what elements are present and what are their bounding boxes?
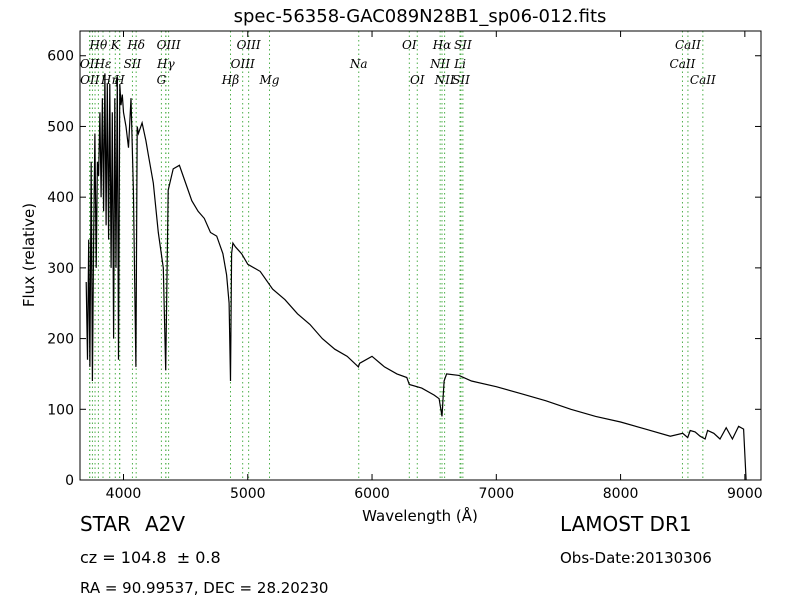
y-tick-label: 0: [65, 473, 74, 489]
line-label: NII: [429, 57, 450, 71]
line-label: OII: [80, 57, 100, 71]
line-label: NII: [434, 73, 455, 87]
x-tick-label: 5000: [230, 486, 266, 502]
line-label: SII: [452, 73, 470, 87]
line-label: CaII: [675, 38, 701, 52]
line-label: CaII: [670, 57, 696, 71]
x-tick-label: 7000: [478, 486, 514, 502]
line-label: CaII: [690, 73, 716, 87]
line-label: OI: [402, 38, 417, 52]
line-label: Hα: [432, 38, 452, 52]
y-tick-label: 400: [47, 190, 74, 206]
y-tick-label: 600: [47, 49, 74, 65]
y-tick-label: 200: [47, 332, 74, 348]
x-tick-label: 8000: [603, 486, 639, 502]
redshift-cz: cz = 104.8 ± 0.8: [80, 548, 221, 567]
y-tick-label: 500: [47, 119, 74, 135]
y-tick-label: 300: [47, 261, 74, 277]
x-axis-label: Wavelength (Å): [362, 506, 478, 525]
line-label: OIII: [231, 57, 255, 71]
spectrum-line: [85, 73, 747, 481]
x-tick-label: 9000: [727, 486, 763, 502]
line-label: Hθ: [89, 38, 108, 52]
line-label: SII: [454, 38, 472, 52]
plot-frame: [79, 30, 762, 481]
line-label: OII: [80, 73, 100, 87]
y-axis-label: Flux (relative): [20, 203, 38, 307]
observation-date: Obs-Date:20130306: [560, 549, 712, 567]
line-label: Hδ: [126, 38, 145, 52]
line-label: OIII: [157, 38, 181, 52]
line-label: G: [157, 73, 167, 87]
line-label: Hβ: [221, 73, 239, 87]
line-label: Mg: [259, 73, 280, 87]
line-label: H: [113, 73, 125, 87]
line-label: Li: [453, 57, 466, 71]
chart-title: spec-56358-GAC089N28B1_sp06-012.fits: [234, 6, 607, 27]
y-tick-label: 100: [47, 402, 74, 418]
x-axis-ticks: 4000 5000 6000 7000 8000 9000: [106, 31, 763, 502]
object-class-label: STAR: [80, 512, 131, 536]
object-subclass: A2V: [144, 512, 186, 536]
line-label: K: [110, 38, 121, 52]
x-tick-label: 6000: [354, 486, 390, 502]
line-label: OIII: [237, 38, 261, 52]
object-class: STAR A2V: [80, 512, 185, 536]
emission-line-markers: [89, 31, 704, 480]
line-label: Hγ: [156, 57, 175, 71]
line-label: Hε: [94, 57, 112, 71]
survey-name: LAMOST DR1: [560, 512, 692, 536]
line-label: Na: [349, 57, 368, 71]
line-label: OI: [410, 73, 425, 87]
line-label: SII: [124, 57, 142, 71]
x-tick-label: 4000: [106, 486, 142, 502]
ra-dec: RA = 90.99537, DEC = 28.20230: [80, 579, 329, 597]
y-axis-ticks: 0 100 200 300 400 500 600: [47, 49, 761, 489]
